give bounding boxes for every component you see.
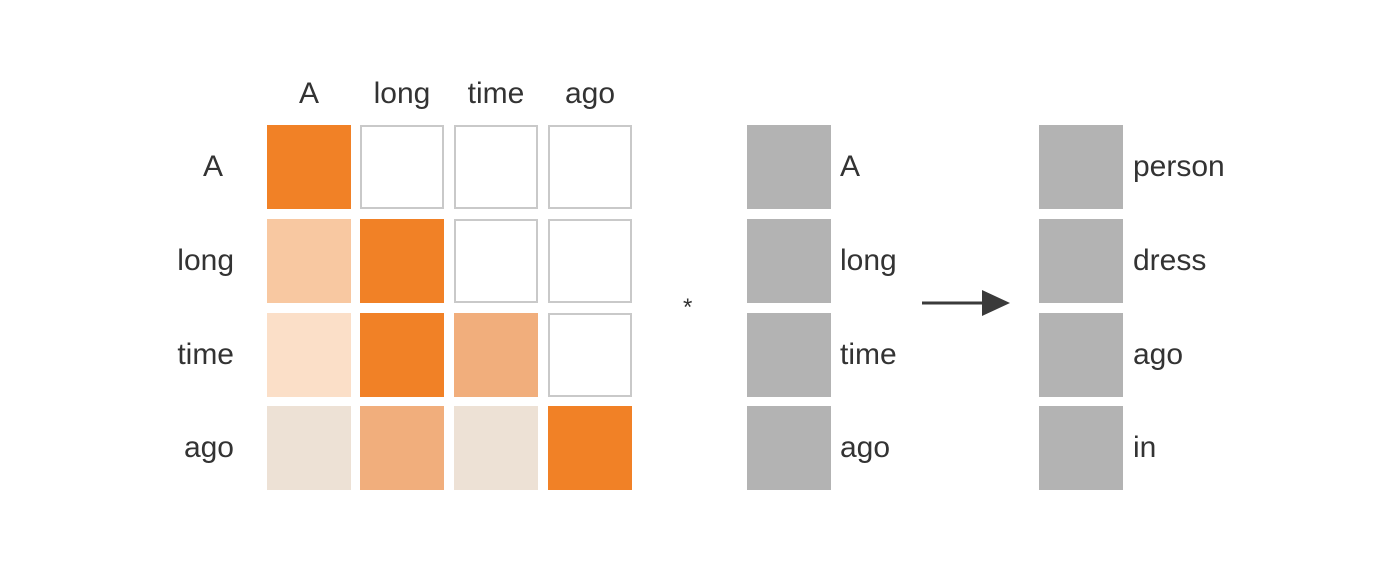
matrix-cell-3-1	[360, 406, 444, 490]
column-header-3: ago	[564, 77, 616, 110]
matrix-cell-1-0	[267, 219, 351, 303]
row-header-3: ago	[183, 431, 234, 464]
matrix-cell-2-0	[267, 313, 351, 397]
matrix-cell-3-2	[454, 406, 538, 490]
matrix-cell-1-1	[360, 219, 444, 303]
matrix-cell-0-2	[454, 125, 538, 209]
input-vector-box-1	[747, 219, 831, 303]
input-vector-box-3	[747, 406, 831, 490]
matrix-cell-3-3	[548, 406, 632, 490]
matrix-cell-0-3	[548, 125, 632, 209]
column-header-0: A	[298, 77, 319, 110]
matrix-cell-1-2	[454, 219, 538, 303]
output-vector-label-1: dress	[1133, 244, 1207, 277]
input-vector-label-0: A	[840, 150, 861, 183]
matrix-cell-2-3	[548, 313, 632, 397]
row-header-2: time	[177, 338, 234, 371]
output-vector-box-3	[1039, 406, 1123, 490]
output-vector-box-2	[1039, 313, 1123, 397]
output-vector-label-0: person	[1133, 150, 1225, 183]
output-vector-box-1	[1039, 219, 1123, 303]
column-header-1: long	[373, 77, 431, 110]
input-vector-label-1: long	[840, 244, 897, 277]
matrix-cell-0-1	[360, 125, 444, 209]
input-vector-label-2: time	[840, 338, 897, 371]
input-vector-box-0	[747, 125, 831, 209]
right-arrow-icon	[922, 290, 1010, 316]
matrix-cell-3-0	[267, 406, 351, 490]
matrix-cell-2-2	[454, 313, 538, 397]
matrix-cell-2-1	[360, 313, 444, 397]
input-vector-box-2	[747, 313, 831, 397]
column-header-2: time	[467, 77, 525, 110]
matrix-cell-0-0	[267, 125, 351, 209]
matrix-cell-1-3	[548, 219, 632, 303]
row-header-1: long	[177, 244, 234, 277]
output-vector-box-0	[1039, 125, 1123, 209]
output-vector-label-2: ago	[1133, 338, 1184, 371]
multiply-operator: *	[683, 294, 693, 321]
row-header-0: A	[202, 150, 223, 183]
output-vector-label-3: in	[1133, 431, 1157, 464]
input-vector-label-3: ago	[840, 431, 891, 464]
